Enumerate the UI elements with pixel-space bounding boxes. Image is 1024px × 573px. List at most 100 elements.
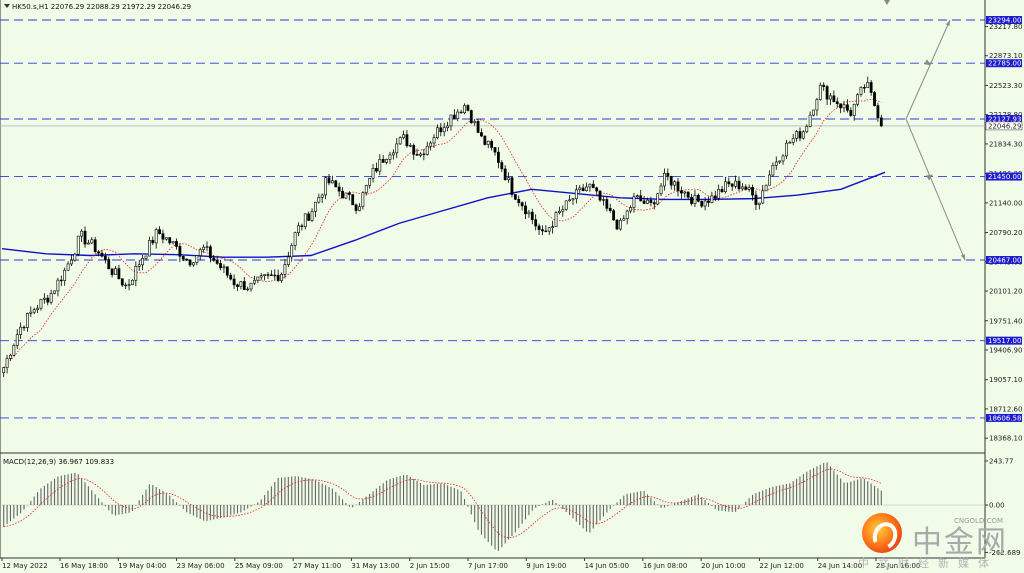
y-tick-label: 20101.20: [989, 288, 1022, 296]
candle-body: [832, 95, 836, 103]
candle-body: [114, 268, 117, 275]
candle-body: [605, 199, 609, 209]
candle-body: [693, 194, 697, 204]
y-tick-label: 20790.20: [989, 229, 1022, 237]
candle-body: [585, 186, 588, 192]
candle-body: [144, 255, 148, 259]
candle-body: [608, 208, 612, 212]
candle-body: [829, 95, 832, 100]
candle-body: [720, 189, 724, 193]
candle-body: [805, 126, 809, 133]
candle-body: [337, 186, 341, 192]
y-tick-label: 19057.10: [989, 376, 1022, 384]
candle-body: [341, 190, 344, 199]
candle-body: [547, 227, 551, 232]
candle-body: [269, 274, 273, 276]
candle-body: [42, 297, 46, 300]
candle-body: [530, 211, 534, 220]
candle-body: [388, 154, 392, 160]
candle-body: [774, 161, 778, 166]
candle-body: [676, 181, 680, 191]
candle-body: [192, 262, 195, 266]
candle-body: [273, 274, 277, 277]
candle-body: [178, 246, 182, 257]
candle-body: [212, 257, 216, 261]
y-tick-label: 22873.10: [989, 52, 1022, 60]
candle-body: [15, 334, 19, 346]
level-price-label: 22127.93: [988, 115, 1021, 123]
candle-body: [97, 251, 100, 254]
candle-body: [49, 293, 53, 303]
candle-body: [849, 110, 853, 116]
candle-body: [527, 211, 531, 215]
chart-title: HK50.s,H1 22076.29 22088.29 21972.29 220…: [12, 3, 191, 11]
level-price-label: 18606.58: [988, 414, 1021, 422]
candle-body: [747, 187, 751, 190]
candle-body: [686, 191, 690, 198]
candle-body: [724, 181, 727, 193]
candle-body: [29, 311, 33, 314]
x-tick-label: 27 May 11:00: [293, 562, 341, 570]
x-tick-label: 25 May 09:00: [235, 562, 283, 570]
x-tick-label: 28 Jun 16:00: [876, 562, 920, 570]
candle-body: [846, 104, 849, 111]
projection-up-arrow[interactable]: [905, 19, 951, 120]
candle-body: [310, 211, 314, 221]
candle-body: [510, 177, 514, 195]
x-tick-label: 23 May 06:00: [177, 562, 225, 570]
macd-pane: [0, 462, 985, 551]
y-tick-label: 21140.00: [989, 199, 1022, 207]
macd-tick-label: -262.689: [989, 549, 1020, 557]
level-price-box: [986, 256, 1022, 264]
cngold-logo-icon: [862, 513, 902, 554]
collapse-triangle-icon[interactable]: [4, 4, 10, 8]
candle-body: [419, 153, 422, 156]
level-price-box: [986, 114, 1022, 123]
candle-body: [303, 213, 307, 228]
candle-body: [646, 199, 649, 204]
candle-body: [500, 162, 504, 170]
candle-body: [663, 172, 666, 187]
candle-body: [107, 259, 111, 270]
candle-body: [771, 165, 775, 176]
candle-body: [93, 239, 97, 252]
watermark-zh: 中金网: [912, 525, 1008, 560]
candle-body: [507, 177, 510, 181]
candle-body: [385, 159, 388, 163]
candle-body: [683, 191, 687, 194]
candle-body: [202, 246, 206, 250]
level-price-label: 22785.00: [988, 60, 1021, 68]
y-tick-label: 22523.30: [989, 82, 1022, 90]
mid-arrow-icon: [924, 59, 931, 66]
candle-body: [497, 151, 500, 163]
candle-body: [236, 284, 239, 287]
candle-body: [442, 127, 446, 133]
candle-body: [405, 134, 409, 147]
candle-body: [412, 145, 416, 155]
candle-body: [568, 199, 571, 202]
level-price-label: 19517.00: [988, 337, 1021, 345]
candle-body: [520, 202, 524, 207]
candle-body: [354, 204, 358, 211]
candle-body: [402, 134, 405, 138]
candle-body: [785, 142, 788, 157]
candle-body: [642, 200, 646, 204]
candle-body: [266, 274, 270, 276]
candle-body: [639, 195, 643, 202]
candle-body: [408, 145, 412, 147]
candle-body: [70, 259, 73, 265]
candle-body: [124, 284, 128, 287]
candle-body: [808, 114, 812, 127]
projection-down-arrow[interactable]: [905, 118, 966, 261]
candle-body: [90, 239, 94, 244]
candle-body: [703, 200, 707, 207]
candle-body: [293, 232, 297, 246]
candle-body: [456, 111, 460, 119]
candle-body: [751, 187, 754, 196]
candle-body: [103, 255, 107, 260]
candle-body: [656, 193, 660, 205]
candle-body: [415, 154, 419, 156]
candle-body: [757, 202, 761, 205]
